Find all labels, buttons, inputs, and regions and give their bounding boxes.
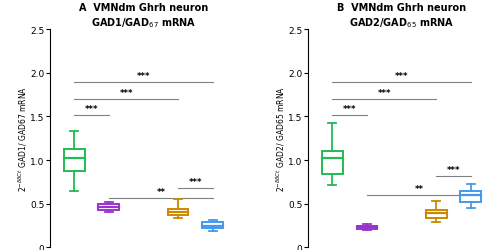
Title: A  VMNdm Ghrh neuron
GAD1/GAD$_{67}$ mRNA: A VMNdm Ghrh neuron GAD1/GAD$_{67}$ mRNA (79, 3, 208, 30)
Text: ***: *** (136, 72, 150, 80)
Bar (460, 191, 481, 202)
Bar (168, 209, 188, 215)
Text: ***: *** (395, 72, 408, 80)
Bar (356, 226, 378, 229)
Bar (202, 222, 223, 228)
Text: ***: *** (85, 104, 98, 114)
Title: B  VMNdm Ghrh neuron
GAD2/GAD$_{65}$ mRNA: B VMNdm Ghrh neuron GAD2/GAD$_{65}$ mRNA (337, 3, 466, 30)
Text: ***: *** (188, 178, 202, 186)
Text: ***: *** (446, 166, 460, 174)
Bar (64, 149, 84, 172)
Bar (98, 204, 119, 210)
Y-axis label: 2$^{-δδCt}$ GAD2/ GAD65 mRNA: 2$^{-δδCt}$ GAD2/ GAD65 mRNA (274, 86, 286, 192)
Text: **: ** (156, 187, 166, 196)
Bar (426, 210, 446, 218)
Text: ***: *** (120, 89, 133, 98)
Bar (322, 152, 342, 174)
Text: ***: *** (343, 104, 356, 114)
Text: **: ** (414, 184, 424, 194)
Y-axis label: 2$^{-δδCt}$ GAD1/ GAD67 mRNA: 2$^{-δδCt}$ GAD1/ GAD67 mRNA (16, 86, 28, 192)
Text: ***: *** (378, 89, 391, 98)
